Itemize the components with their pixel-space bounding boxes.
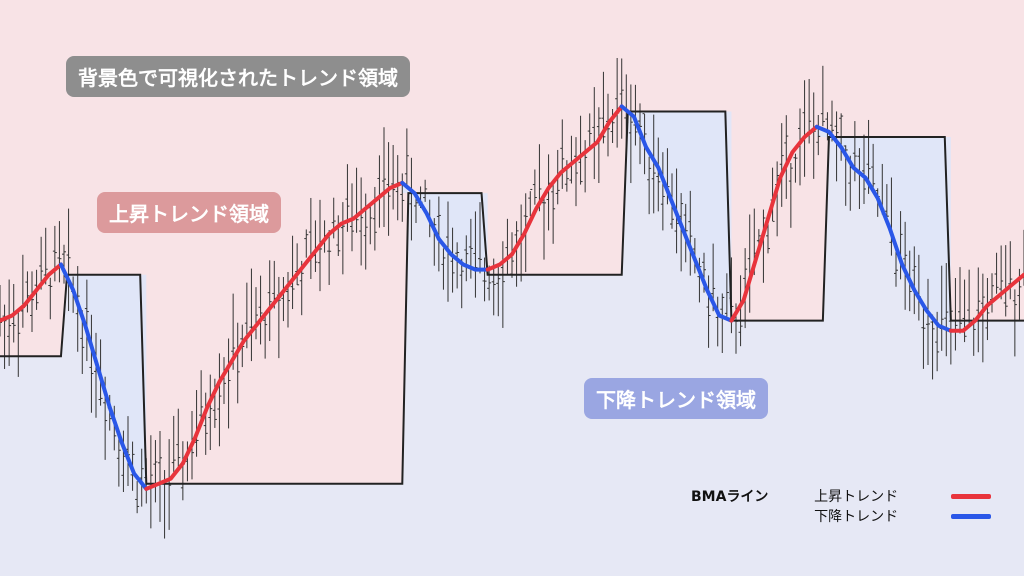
background-trend-label: 背景色で可視化されたトレンド領域 — [66, 56, 410, 97]
downtrend-shade-7 — [816, 126, 951, 331]
bma-up-segment-2 — [144, 180, 405, 491]
legend-item-downtrend-label: 下降トレンド — [814, 509, 899, 525]
bma-down-segment-7 — [814, 124, 953, 333]
bma-down-segment-5 — [619, 104, 734, 323]
legend-title: BMAライン — [691, 489, 769, 505]
bma-down-segment-3 — [400, 180, 490, 272]
legend-item-downtrend-swatch — [951, 513, 991, 519]
bma-up-segment-4 — [485, 104, 624, 272]
downtrend-region-label: 下降トレンド領域 — [584, 378, 768, 419]
legend: BMAライン 上昇トレンド 下降トレンド — [691, 486, 991, 526]
legend-item-uptrend-swatch — [951, 493, 991, 499]
downtrend-shade-1 — [60, 264, 147, 489]
legend-item-uptrend-label: 上昇トレンド — [814, 489, 899, 505]
bma-up-segment-6 — [729, 124, 819, 323]
bma-down-segment-1 — [58, 262, 149, 491]
bma-up-segment-8 — [948, 272, 1024, 333]
bma-up-segment-0 — [0, 262, 63, 323]
uptrend-region-label: 上昇トレンド領域 — [97, 192, 281, 233]
trend-step-line — [0, 110, 1024, 485]
